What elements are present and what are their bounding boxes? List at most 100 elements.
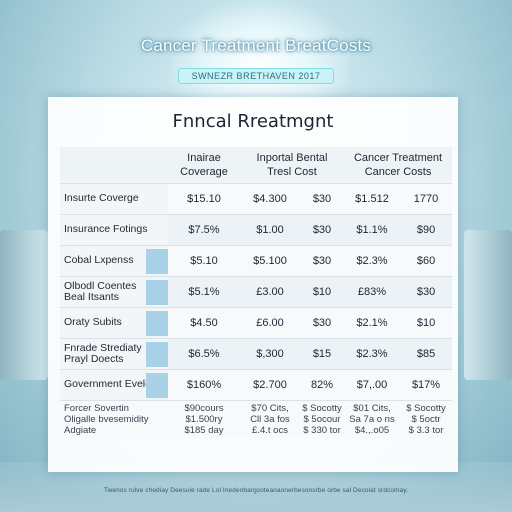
- table-cell: $1.00: [240, 214, 300, 246]
- column-header-hospital: Inportal Bental Tresl Cost: [240, 147, 344, 184]
- footnote-row: Forcer Sovertin Oligalle bvesemidity Adgia…: [60, 400, 453, 438]
- table-cell: $90: [400, 214, 453, 246]
- column-header-line1: Inairae: [187, 151, 221, 164]
- table-cell: $2.3%: [344, 338, 400, 370]
- column-header-line2: Tresl Cost: [267, 165, 317, 178]
- row-label: Fnrade Strediaty Prayl Doects: [60, 338, 168, 370]
- footnote-cell: $ Socotty $ 5ocour $ 330 tor: [300, 400, 344, 438]
- footnote-cell: $90cours $1.500ry $185 day: [168, 400, 240, 438]
- row-label-text: Cobal Lxpenss: [64, 254, 134, 266]
- footnote-cell-line: $ 3.3 tor: [408, 424, 444, 436]
- table-cell: $5.1%: [168, 276, 240, 308]
- column-header-line2: Cancer Costs: [364, 165, 432, 178]
- table-cell: $7.5%: [168, 214, 240, 246]
- table-cell: 82%: [300, 369, 344, 401]
- row-label: Insurte Coverge: [60, 183, 168, 215]
- footnote-label-line: Forcer Sovertin: [64, 402, 129, 414]
- column-header-line1: Inportal Bental: [256, 151, 328, 164]
- table-cell: $,300: [240, 338, 300, 370]
- table-row: Olbodl Coentes Beal Itsants $5.1% £3.00 $10 £…: [60, 276, 453, 308]
- subtitle-badge: SWNEZR BRETHAVEN 2017: [178, 68, 334, 84]
- table-cell: $6.5%: [168, 338, 240, 370]
- ceiling-light: [170, 0, 350, 110]
- row-label-text: Insurte Coverge: [64, 192, 139, 204]
- footnote-cell-line: $185 day: [184, 424, 224, 436]
- panel-title: Fnncal Rreatmgnt: [172, 111, 334, 132]
- row-color-marker: [146, 372, 168, 398]
- table-cell: $1.512: [344, 183, 400, 215]
- footnote-label: Forcer Sovertin Oligalle bvesemidity Adgia…: [60, 400, 168, 438]
- column-header-line1: Cancer Treatment: [353, 151, 443, 164]
- table-cell: £6.00: [240, 307, 300, 339]
- bottom-caption: Twenos rulve chediay Deesule rade Lol In…: [103, 487, 409, 494]
- footnote-cell: $ Socotty $ 5octr $ 3.3 tor: [400, 400, 453, 438]
- table-cell: $2.700: [240, 369, 300, 401]
- column-header-insurance: Inairae Coverage: [168, 147, 240, 184]
- row-label-text: Oraty Subits: [64, 316, 122, 328]
- row-label-text-line2: Prayl Doects: [64, 352, 124, 365]
- cost-panel: Fnncal Rreatmgnt Inairae Coverage Inport…: [48, 97, 458, 472]
- footnote-cell-line: $ 330 tor: [303, 424, 341, 436]
- row-label: Oraty Subits: [60, 307, 168, 339]
- table-cell: £3.00: [240, 276, 300, 308]
- footnote-cell-line: $70 Cits,: [251, 402, 289, 414]
- table-cell: $30: [300, 245, 344, 277]
- footnote-cell: $01 Cits, Sa 7a o ns $4.,.o05: [344, 400, 400, 438]
- footnote-cell-line: $ 5ocour: [303, 413, 341, 425]
- footnote-cell-line: $01 Cits,: [353, 402, 391, 414]
- footnote-cell-line: $90cours: [184, 402, 224, 414]
- table-cell: $4.300: [240, 183, 300, 215]
- row-label: Insurance Fotings: [60, 214, 168, 246]
- table-row: Oraty Subits $4.50 £6.00 $30 $2.1% $10: [60, 307, 453, 339]
- row-color-marker: [146, 341, 168, 367]
- footnote-label-line: Adgiate: [64, 424, 97, 436]
- table-cell: $10: [400, 307, 453, 339]
- table-cell: $160%: [168, 369, 240, 401]
- footnote-cell-line: $ Socotty: [302, 402, 342, 414]
- footnote-cell-line: $1.500ry: [185, 413, 223, 425]
- table-cell: £83%: [344, 276, 400, 308]
- main-title: Cancer Treatment BreatCosts: [140, 36, 372, 55]
- table-row: Government Evelecty $160% $2.700 82% $7,.00 $…: [60, 369, 453, 401]
- table-cell: $4.50: [168, 307, 240, 339]
- table-cell: $30: [400, 276, 453, 308]
- table-cell: $30: [300, 183, 344, 215]
- table-row: Insurte Coverge $15.10 $4.300 $30 $1.512 1770: [60, 183, 453, 215]
- footnote-cell-line: £.4.t ocs: [252, 424, 288, 436]
- column-header-treatment: Cancer Treatment Cancer Costs: [344, 147, 453, 184]
- cost-table: Inairae Coverage Inportal Bental Tresl C…: [60, 147, 453, 438]
- row-label: Cobal Lxpenss: [60, 245, 168, 277]
- table-header-row: Inairae Coverage Inportal Bental Tresl C…: [60, 147, 453, 184]
- row-label-text: Fnrade Strediaty: [64, 341, 142, 354]
- table-cell: $7,.00: [344, 369, 400, 401]
- row-color-marker: [146, 279, 168, 305]
- table-cell: $5.100: [240, 245, 300, 277]
- footnote-cell-line: $4.,.o05: [354, 424, 390, 436]
- footnote-cell: $70 Cits, Cll 3a fos £.4.t ocs: [240, 400, 300, 438]
- footnote-label-line: Oligalle bvesemidity: [64, 413, 149, 425]
- table-cell: $85: [400, 338, 453, 370]
- footnote-cell-line: Cll 3a fos: [250, 413, 290, 425]
- table-cell: $2.3%: [344, 245, 400, 277]
- row-label: Government Evelecty: [60, 369, 168, 401]
- row-label-text-line2: Beal Itsants: [64, 290, 119, 303]
- column-header-line2: Coverage: [180, 165, 228, 178]
- header-blank: [60, 147, 168, 184]
- table-cell: $17%: [400, 369, 453, 401]
- table-cell: $30: [300, 307, 344, 339]
- table-row: Fnrade Strediaty Prayl Doects $6.5% $,300 $1…: [60, 338, 453, 370]
- table-cell: $1.1%: [344, 214, 400, 246]
- table-cell: $15.10: [168, 183, 240, 215]
- table-cell: $2.1%: [344, 307, 400, 339]
- table-cell: $60: [400, 245, 453, 277]
- table-cell: 1770: [400, 183, 453, 215]
- table-cell: $10: [300, 276, 344, 308]
- table-row: Cobal Lxpenss $5.10 $5.100 $30 $2.3% $60: [60, 245, 453, 277]
- medical-machine-right: [464, 230, 512, 380]
- footnote-cell-line: Sa 7a o ns: [349, 413, 395, 425]
- footnote-cell-line: $ Socotty: [406, 402, 446, 414]
- row-color-marker: [146, 310, 168, 336]
- table-cell: $15: [300, 338, 344, 370]
- table-cell: $30: [300, 214, 344, 246]
- medical-machine-left: [0, 230, 48, 380]
